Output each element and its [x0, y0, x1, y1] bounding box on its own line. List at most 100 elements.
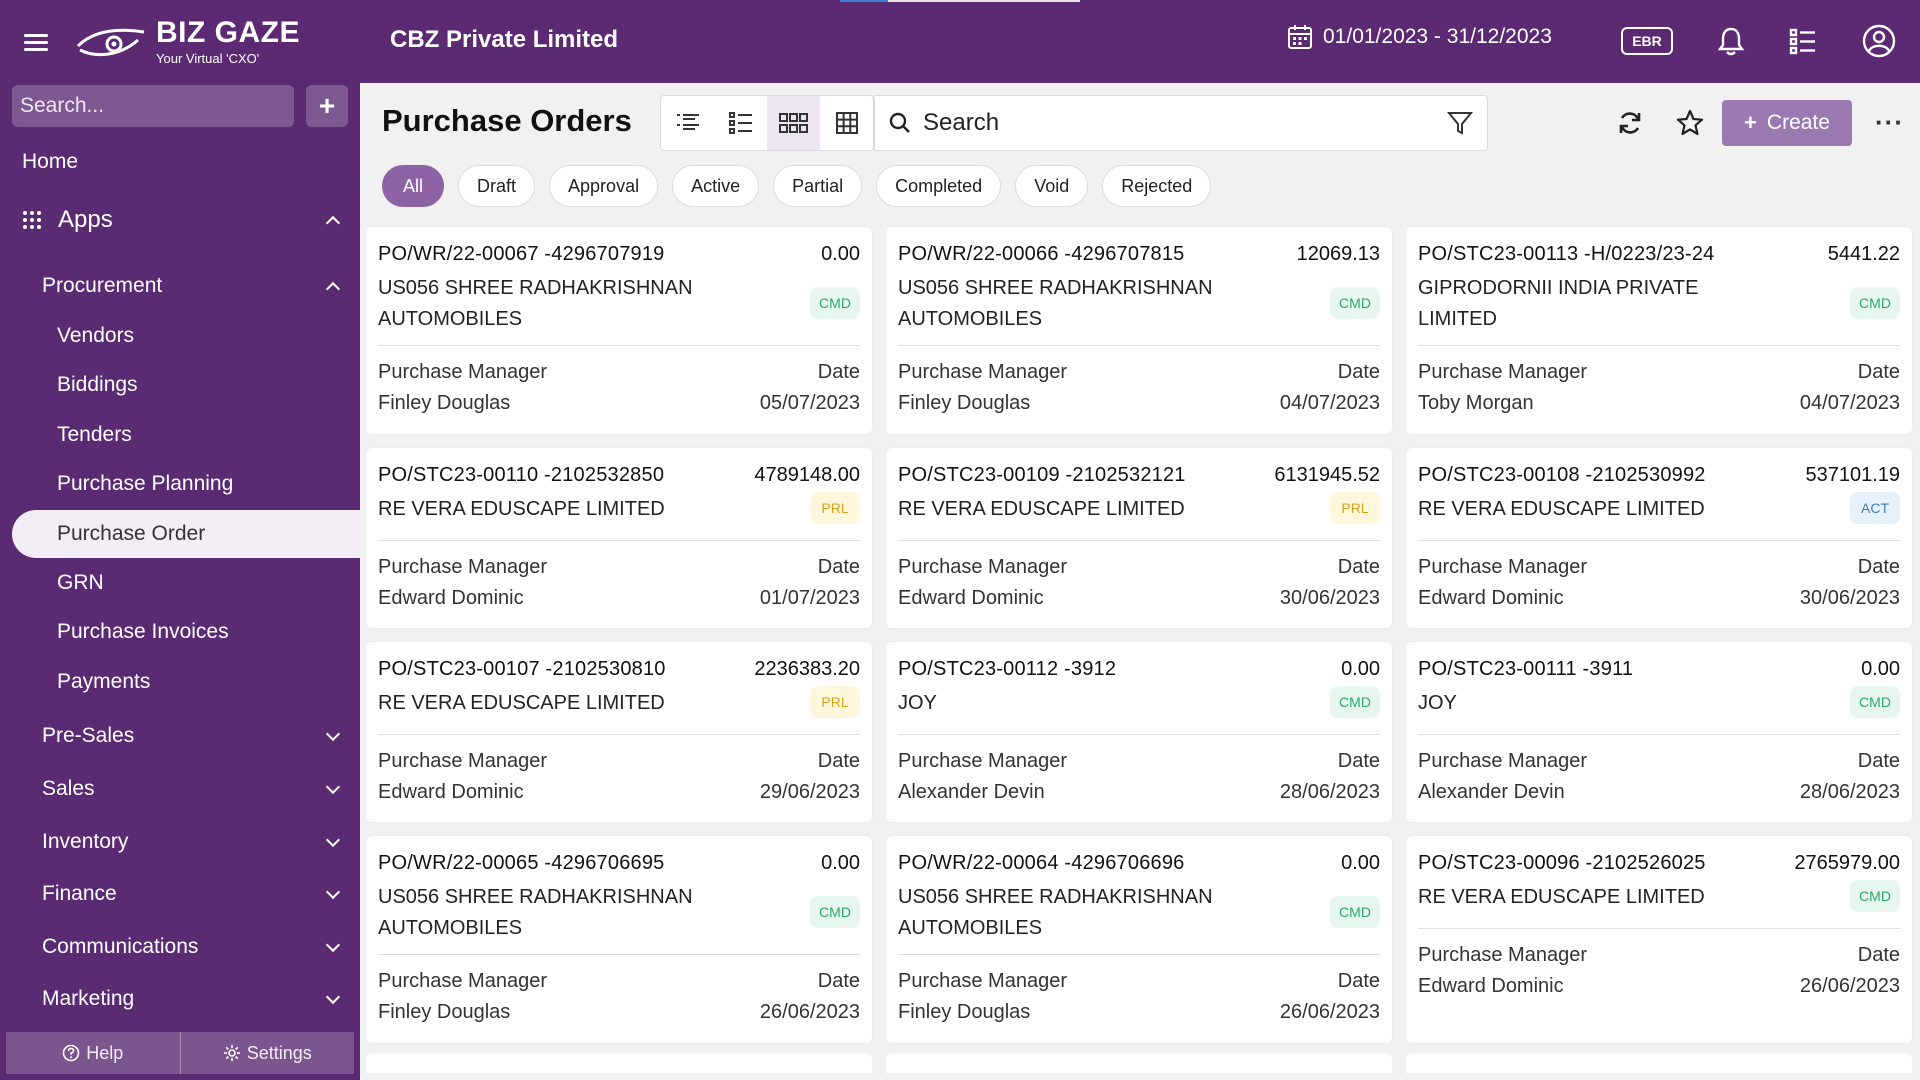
- po-date: 05/07/2023: [759, 392, 860, 414]
- sidebar-item-purchase-invoices[interactable]: Purchase Invoices: [57, 615, 229, 649]
- chevron-up-icon: [325, 281, 341, 297]
- list-view-button[interactable]: [661, 96, 714, 150]
- status-badge: CMD: [810, 896, 860, 928]
- org-badge[interactable]: EBR: [1621, 27, 1673, 55]
- vendor-name: JOY: [1418, 692, 1457, 714]
- purchase-order-card[interactable]: PO/STC23-00113 -H/0223/23-24 5441.22 GIP…: [1406, 227, 1912, 434]
- sidebar-item-vendors[interactable]: Vendors: [57, 319, 134, 353]
- user-profile-icon[interactable]: [1862, 24, 1896, 58]
- bell-icon[interactable]: [1714, 24, 1748, 58]
- status-badge: CMD: [810, 287, 860, 319]
- sidebar-section-marketing[interactable]: Marketing: [42, 982, 360, 1016]
- purchase-order-card[interactable]: PO/STC23-00107 -2102530810 2236383.20 RE…: [366, 642, 872, 822]
- filter-chip-void[interactable]: Void: [1015, 165, 1089, 207]
- purchase-manager-name: Edward Dominic: [378, 587, 524, 609]
- quick-add-button[interactable]: +: [306, 85, 348, 127]
- sidebar-search-input[interactable]: [20, 94, 291, 118]
- sidebar-section-procurement[interactable]: Procurement: [42, 269, 360, 303]
- po-number: PO/WR/22-00065 -4296706695: [378, 852, 665, 874]
- sidebar-section-inventory[interactable]: Inventory: [42, 825, 360, 859]
- po-number: PO/WR/22-00064 -4296706696: [898, 852, 1185, 874]
- search-input[interactable]: [923, 109, 1447, 137]
- detail-list-view-button[interactable]: [714, 96, 767, 150]
- purchase-manager-label: Purchase Manager: [378, 361, 547, 383]
- sidebar-section-sales[interactable]: Sales: [42, 772, 360, 806]
- purchase-manager-name: Finley Douglas: [898, 392, 1031, 414]
- sidebar-section-finance[interactable]: Finance: [42, 877, 360, 911]
- purchase-order-card[interactable]: PO/STC23-00109 -2102532121 6131945.52 RE…: [886, 448, 1392, 628]
- sidebar-item-label: Inventory: [42, 830, 129, 853]
- sidebar-item-label: Sales: [42, 777, 95, 800]
- app-logo[interactable]: BIZ GAZE Your Virtual 'CXO': [74, 18, 300, 65]
- filter-chip-draft[interactable]: Draft: [458, 165, 536, 207]
- more-options-icon[interactable]: ···: [1875, 107, 1904, 137]
- purchase-order-card[interactable]: PO/STC23-00108 -2102530992 537101.19 RE …: [1406, 448, 1912, 628]
- star-icon[interactable]: [1674, 107, 1706, 139]
- filter-chip-rejected[interactable]: Rejected: [1102, 165, 1212, 207]
- sidebar: + Home Apps Procurement Vendors Biddings…: [0, 83, 360, 1080]
- purchase-order-card[interactable]: PO/STC23-00110 -2102532850 4789148.00 RE…: [366, 448, 872, 628]
- purchase-order-card[interactable]: PO/WR/22-00066 -4296707815 12069.13 US05…: [886, 227, 1392, 434]
- sidebar-item-purchase-planning[interactable]: Purchase Planning: [57, 467, 233, 501]
- chevron-down-icon: [325, 884, 341, 900]
- chevron-down-icon: [325, 832, 341, 848]
- po-date: 04/07/2023: [1279, 392, 1380, 414]
- financial-year-selector[interactable]: 01/01/2023 - 31/12/2023: [1287, 24, 1552, 50]
- po-amount: 0.00: [1341, 852, 1380, 874]
- filter-chip-partial[interactable]: Partial: [773, 165, 863, 207]
- purchase-order-card[interactable]: PO/WR/22-00065 -4296706695 0.00 US056 SH…: [366, 836, 872, 1043]
- po-date: 29/06/2023: [759, 781, 860, 803]
- purchase-order-card[interactable]: PO/STC23-00096 -2102526025 2765979.00 RE…: [1406, 836, 1912, 1043]
- chevron-down-icon: [325, 937, 341, 953]
- purchase-order-card[interactable]: PO/WR/22-00067 -4296707919 0.00 US056 SH…: [366, 227, 872, 434]
- refresh-icon[interactable]: [1614, 107, 1646, 139]
- task-list-icon[interactable]: [1786, 24, 1820, 58]
- divider: [378, 345, 860, 346]
- purchase-manager-label: Purchase Manager: [1418, 361, 1587, 383]
- date-label: Date: [817, 750, 860, 772]
- bizgaze-logo-icon: [76, 28, 145, 56]
- po-amount: 0.00: [1861, 658, 1900, 680]
- sidebar-item-biddings[interactable]: Biddings: [57, 368, 138, 402]
- date-label: Date: [1857, 556, 1900, 578]
- purchase-manager-name: Finley Douglas: [898, 1001, 1031, 1023]
- po-date: 01/07/2023: [759, 587, 860, 609]
- purchase-order-card[interactable]: PO/STC23-00111 -3911 0.00 JOY CMD Purcha…: [1406, 642, 1912, 822]
- purchase-manager-name: Alexander Devin: [898, 781, 1045, 803]
- sidebar-item-purchase-order[interactable]: Purchase Order: [12, 510, 360, 558]
- sidebar-item-label: Purchase Planning: [57, 472, 234, 495]
- card-partial: [366, 1053, 872, 1073]
- filter-chip-all[interactable]: All: [382, 165, 445, 207]
- settings-label: Settings: [246, 1042, 312, 1063]
- sidebar-item-payments[interactable]: Payments: [57, 665, 150, 699]
- po-number: PO/STC23-00108 -2102530992: [1418, 464, 1706, 486]
- divider: [898, 540, 1380, 541]
- settings-button[interactable]: Settings: [179, 1032, 355, 1074]
- filter-chip-completed[interactable]: Completed: [876, 165, 1002, 207]
- filter-chip-active[interactable]: Active: [672, 165, 760, 207]
- vendor-name: RE VERA EDUSCAPE LIMITED: [1418, 886, 1705, 908]
- sidebar-section-communications[interactable]: Communications: [42, 930, 360, 964]
- sidebar-section-apps[interactable]: Apps: [22, 201, 360, 239]
- detail-list-icon: [728, 112, 752, 134]
- filter-chip-approval[interactable]: Approval: [549, 165, 659, 207]
- purchase-order-card[interactable]: PO/WR/22-00064 -4296706696 0.00 US056 SH…: [886, 836, 1392, 1043]
- card-view-button[interactable]: [767, 96, 820, 150]
- sidebar-item-grn[interactable]: GRN: [57, 566, 104, 600]
- filter-icon[interactable]: [1447, 110, 1473, 136]
- create-button[interactable]: + Create: [1722, 100, 1852, 146]
- sidebar-item-tenders[interactable]: Tenders: [57, 418, 132, 452]
- sidebar-item-home[interactable]: Home: [22, 145, 78, 179]
- purchase-manager-name: Edward Dominic: [898, 587, 1044, 609]
- po-date: 26/06/2023: [1799, 975, 1900, 997]
- sidebar-section-pre-sales[interactable]: Pre-Sales: [42, 719, 360, 753]
- help-button[interactable]: Help: [6, 1032, 180, 1074]
- purchase-manager-name: Alexander Devin: [1418, 781, 1565, 803]
- divider: [1418, 345, 1900, 346]
- menu-icon[interactable]: [24, 32, 48, 52]
- purchase-order-card[interactable]: PO/STC23-00112 -3912 0.00 JOY CMD Purcha…: [886, 642, 1392, 822]
- table-view-button[interactable]: [820, 96, 873, 150]
- status-badge: CMD: [1850, 287, 1900, 319]
- po-number: PO/STC23-00111 -3911: [1418, 658, 1634, 680]
- company-name[interactable]: CBZ Private Limited: [390, 26, 619, 53]
